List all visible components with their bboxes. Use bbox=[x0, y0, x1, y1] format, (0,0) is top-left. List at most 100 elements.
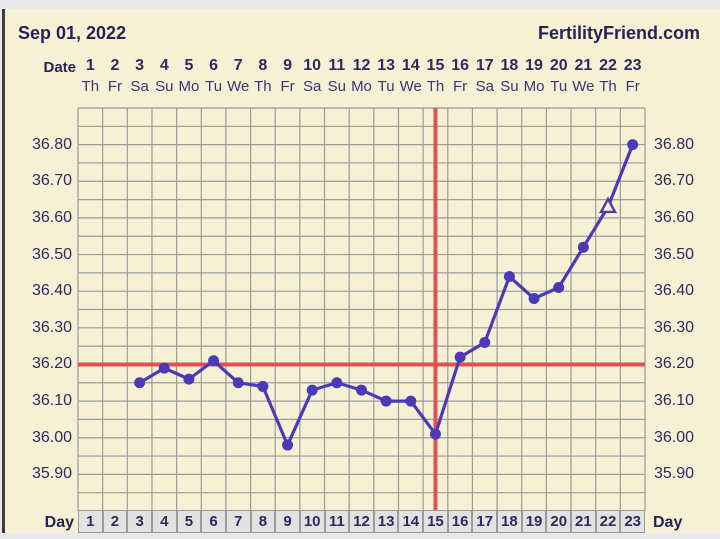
chart-panel bbox=[2, 9, 720, 533]
date-number-cell: 12 bbox=[352, 57, 371, 74]
temp-point bbox=[528, 293, 540, 305]
day-cell[interactable]: 1 bbox=[78, 510, 103, 533]
weekday-cell: Tu bbox=[377, 78, 395, 95]
weekday-cell: Tu bbox=[550, 78, 568, 95]
day-cell[interactable]: 3 bbox=[127, 510, 152, 533]
weekday-cell: Su bbox=[327, 78, 347, 95]
weekday-cell: Fr bbox=[453, 78, 468, 95]
day-cell[interactable]: 21 bbox=[571, 510, 596, 533]
date-number-cell: 9 bbox=[283, 57, 292, 74]
temp-point bbox=[282, 439, 294, 451]
day-cell[interactable]: 11 bbox=[324, 510, 350, 533]
temp-point bbox=[479, 336, 491, 348]
day-cell[interactable]: 12 bbox=[349, 510, 374, 533]
day-cell[interactable]: 15 bbox=[423, 510, 448, 533]
weekday-cell: We bbox=[227, 78, 250, 95]
chart-date-title: Sep 01, 2022 bbox=[18, 23, 127, 43]
day-cell[interactable]: 17 bbox=[472, 510, 498, 533]
y-tick-label-right: 36.30 bbox=[654, 318, 695, 336]
temp-point bbox=[257, 380, 269, 392]
weekday-cell: Mo bbox=[178, 78, 200, 95]
day-cell[interactable]: 7 bbox=[225, 510, 251, 533]
temp-point bbox=[232, 377, 244, 389]
weekday-cell: We bbox=[572, 78, 595, 95]
y-tick-label-left: 35.90 bbox=[31, 465, 72, 483]
day-cell[interactable]: 13 bbox=[373, 510, 399, 533]
y-tick-label-right: 36.50 bbox=[654, 245, 695, 263]
date-number-cell: 16 bbox=[451, 57, 469, 74]
weekday-cell: Su bbox=[155, 78, 174, 95]
temp-point bbox=[429, 428, 441, 440]
temp-point bbox=[356, 384, 367, 396]
day-cell[interactable]: 10 bbox=[299, 510, 325, 533]
date-number-cell: 22 bbox=[599, 57, 617, 74]
temp-point bbox=[331, 377, 343, 389]
day-cell[interactable]: 22 bbox=[595, 510, 621, 533]
day-cell[interactable]: 19 bbox=[521, 510, 547, 533]
top-window-strip bbox=[0, 0, 720, 9]
day-cell[interactable]: 14 bbox=[398, 510, 424, 533]
temp-point bbox=[454, 351, 466, 363]
y-tick-label-left: 36.70 bbox=[31, 172, 72, 190]
y-tick-label-right: 36.20 bbox=[654, 355, 695, 373]
day-cell[interactable]: 5 bbox=[176, 510, 202, 533]
temp-point bbox=[405, 395, 417, 407]
day-cell[interactable]: 16 bbox=[447, 510, 473, 533]
date-number-cell: 13 bbox=[377, 57, 396, 74]
date-number-cell: 1 bbox=[85, 57, 95, 74]
date-number-cell: 15 bbox=[426, 57, 445, 74]
date-number-cell: 17 bbox=[475, 57, 494, 74]
weekday-cell: Su bbox=[500, 78, 519, 95]
temp-point bbox=[627, 139, 639, 151]
y-tick-label-right: 36.80 bbox=[654, 135, 695, 153]
temp-point bbox=[158, 362, 170, 374]
day-cell[interactable]: 8 bbox=[250, 510, 276, 533]
date-number-cell: 8 bbox=[258, 57, 268, 74]
y-tick-label-right: 35.90 bbox=[654, 465, 695, 483]
weekday-cell: Fr bbox=[107, 78, 123, 95]
day-row-label-left: Day bbox=[44, 514, 74, 531]
temp-point bbox=[380, 395, 392, 407]
day-cell[interactable]: 4 bbox=[151, 510, 177, 533]
date-number-cell: 10 bbox=[303, 57, 322, 74]
date-number-cell: 7 bbox=[233, 57, 243, 74]
fertilityfriend-logo-link[interactable]: FertilityFriend.com bbox=[537, 23, 700, 43]
date-number-cell: 2 bbox=[110, 57, 120, 74]
day-cell[interactable]: 9 bbox=[275, 510, 300, 533]
date-number-cell: 4 bbox=[159, 57, 169, 74]
y-tick-label-right: 36.60 bbox=[654, 208, 695, 226]
temp-point bbox=[183, 373, 195, 385]
y-tick-label-left: 36.00 bbox=[31, 428, 72, 446]
weekday-cell: Th bbox=[254, 78, 272, 95]
date-number-cell: 11 bbox=[328, 57, 346, 74]
temp-point bbox=[134, 377, 146, 389]
weekday-cell: We bbox=[399, 78, 422, 95]
day-cell[interactable]: 2 bbox=[102, 510, 128, 533]
y-tick-label-left: 36.20 bbox=[31, 355, 72, 373]
date-number-cell: 20 bbox=[549, 57, 568, 74]
day-cell[interactable]: 23 bbox=[620, 510, 645, 533]
weekday-cell: Mo bbox=[351, 78, 372, 95]
date-number-cell: 18 bbox=[500, 57, 519, 74]
weekday-cell: Th bbox=[599, 78, 617, 95]
weekday-cell: Tu bbox=[205, 78, 223, 95]
weekday-cell: Sa bbox=[303, 78, 322, 95]
y-tick-label-left: 36.30 bbox=[31, 318, 72, 336]
temp-point bbox=[553, 282, 565, 294]
date-row-label: Date bbox=[43, 59, 76, 76]
weekday-cell: Fr bbox=[625, 78, 640, 95]
day-cell[interactable]: 6 bbox=[201, 510, 226, 533]
y-tick-label-left: 36.50 bbox=[31, 245, 72, 263]
temp-point-open-triangle bbox=[599, 196, 618, 214]
day-cell[interactable]: 18 bbox=[497, 510, 522, 533]
y-tick-label-left: 36.10 bbox=[31, 392, 72, 410]
weekday-cell: Mo bbox=[523, 78, 545, 95]
temp-point bbox=[306, 384, 318, 396]
date-number-cell: 23 bbox=[623, 57, 642, 74]
y-tick-label-left: 36.40 bbox=[31, 282, 72, 300]
day-cell[interactable]: 20 bbox=[546, 510, 572, 533]
weekday-cell: Th bbox=[426, 78, 445, 95]
date-number-cell: 19 bbox=[525, 57, 543, 74]
date-number-cell: 5 bbox=[184, 57, 194, 74]
